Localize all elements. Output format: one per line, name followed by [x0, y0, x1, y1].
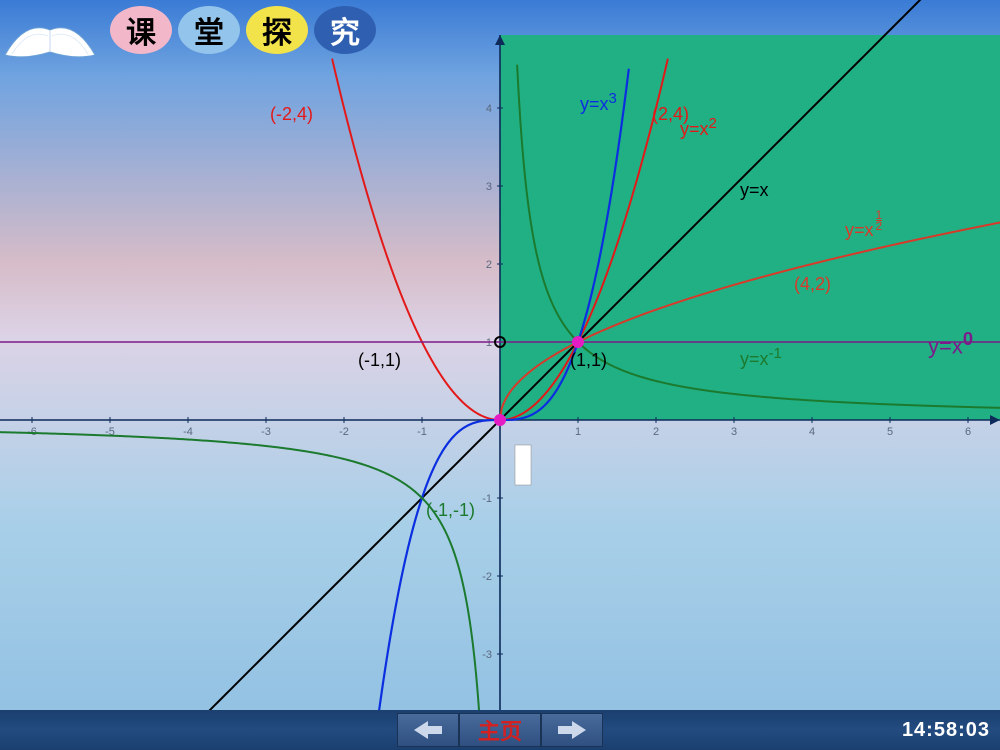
nav-group: 主页: [397, 713, 603, 747]
svg-text:-3: -3: [261, 426, 271, 438]
point-label: (1,1): [570, 350, 607, 371]
svg-text:1: 1: [575, 426, 581, 438]
svg-text:3: 3: [486, 181, 492, 193]
svg-text:-4: -4: [183, 426, 193, 438]
title-char-1: 堂: [178, 6, 240, 54]
title-char-2: 探: [246, 6, 308, 54]
svg-text:5: 5: [887, 426, 893, 438]
svg-text:-2: -2: [339, 426, 349, 438]
point-label: (4,2): [794, 274, 831, 295]
nav-prev-button[interactable]: [397, 713, 459, 747]
point-label: (-1,1): [358, 350, 401, 371]
title-char-0: 课: [110, 6, 172, 54]
footer-bar: 主页 14:58:03: [0, 710, 1000, 750]
arrow-right-icon: [558, 721, 586, 739]
svg-text:4: 4: [809, 426, 815, 438]
curve-label: y=x0: [928, 328, 973, 359]
svg-text:-1: -1: [417, 426, 427, 438]
curve-label: y=x12: [845, 210, 882, 241]
svg-text:-3: -3: [482, 649, 492, 661]
clock: 14:58:03: [902, 719, 990, 742]
nav-home-button[interactable]: 主页: [459, 713, 541, 747]
arrow-left-icon: [414, 721, 442, 739]
power-function-chart: -7-6-5-4-3-2-11234567-4-3-2-11234: [0, 0, 1000, 750]
svg-text:6: 6: [965, 426, 971, 438]
title-bar: 课 堂 探 究: [0, 0, 1000, 60]
svg-text:4: 4: [486, 103, 492, 115]
open-book-icon: [0, 10, 100, 65]
plot-area: -7-6-5-4-3-2-11234567-4-3-2-11234 (-2,4)…: [0, 0, 1000, 750]
curve-label: y=x-1: [740, 345, 782, 370]
title-char-3: 究: [314, 6, 376, 54]
svg-text:-1: -1: [482, 493, 492, 505]
svg-text:-2: -2: [482, 571, 492, 583]
point-label: (-2,4): [270, 104, 313, 125]
nav-next-button[interactable]: [541, 713, 603, 747]
point-label: (-1,-1): [426, 500, 475, 521]
svg-text:2: 2: [486, 259, 492, 271]
curve-label: y=x: [740, 180, 769, 201]
svg-text:1: 1: [486, 337, 492, 349]
svg-text:3: 3: [731, 426, 737, 438]
curve-label: y=x3: [580, 90, 617, 115]
curve-label: y=x2: [680, 115, 717, 140]
svg-text:2: 2: [653, 426, 659, 438]
